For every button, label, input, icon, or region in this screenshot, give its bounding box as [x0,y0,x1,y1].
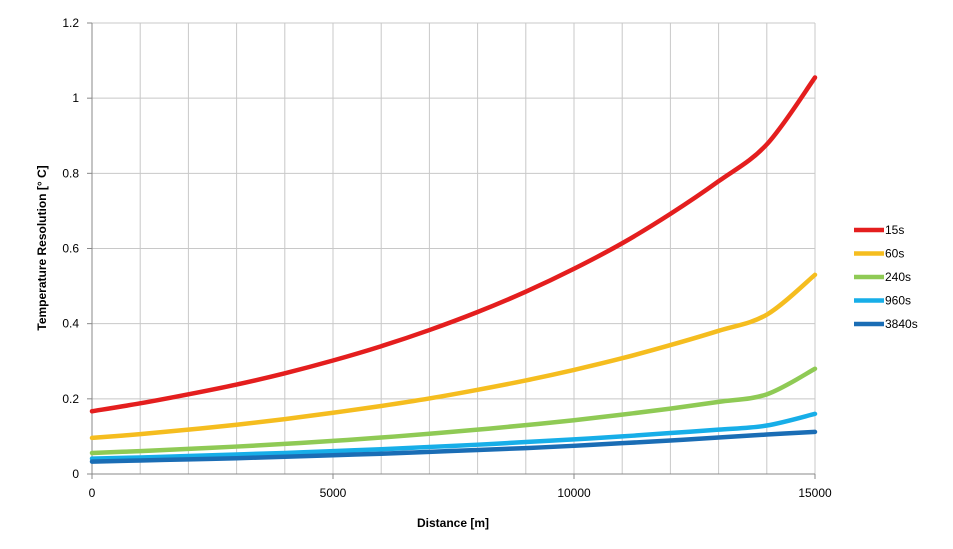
legend: 15s 60s 240s 960s 3840s [854,223,918,331]
x-tick-label: 10000 [557,486,591,500]
y-tick-label: 0.8 [62,166,79,180]
y-axis-title: Temperature Resolution [° C] [35,165,49,330]
grid [91,22,816,475]
legend-label-60s: 60s [885,247,904,261]
x-axis-title: Distance [m] [417,516,489,530]
y-tick-label: 0.6 [62,242,79,256]
x-tick-label: 15000 [798,486,832,500]
y-tick-label: 0.4 [62,317,79,331]
y-tick-label: 1.2 [62,16,79,30]
series-line-15s [89,75,818,414]
series-line-960s [89,411,818,461]
x-tick-label: 5000 [320,486,347,500]
y-tick-label: 0.2 [62,392,79,406]
series-line-3840s [89,429,818,464]
series-line-60s [89,272,818,441]
series-line-240s [89,366,818,456]
legend-label-3840s: 3840s [885,317,918,331]
axes [87,22,816,479]
y-tick-labels: 0 0.2 0.4 0.6 0.8 1 1.2 [62,16,79,481]
y-tick-label: 0 [72,467,79,481]
x-tick-label: 0 [89,486,96,500]
y-tick-label: 1 [72,91,79,105]
legend-label-15s: 15s [885,223,904,237]
series-lines [89,75,818,464]
legend-label-960s: 960s [885,294,911,308]
x-tick-labels: 0 5000 10000 15000 [89,486,832,500]
legend-label-240s: 240s [885,270,911,284]
